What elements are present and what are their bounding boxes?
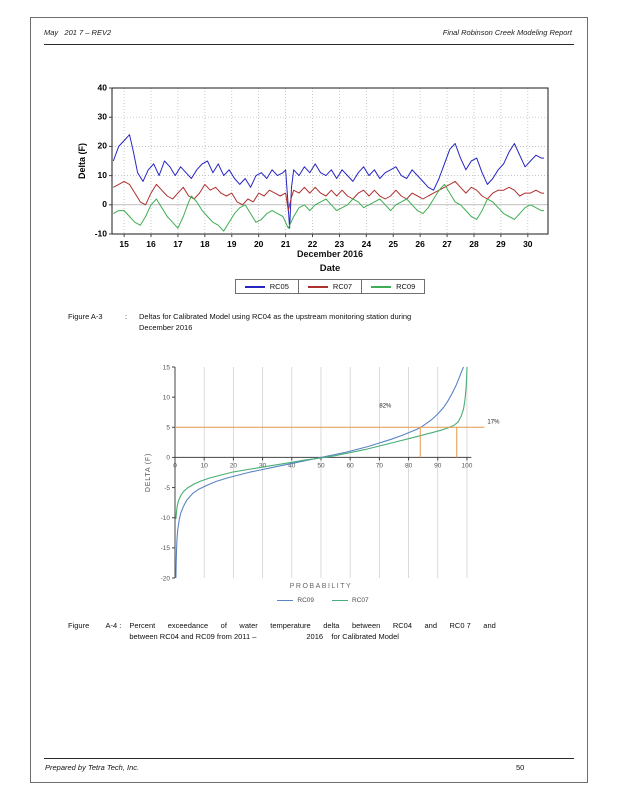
x-tick-label: 17 <box>173 239 183 249</box>
deltas-timeseries-chart: 15 16 17 18 19 20 21 22 23 24 25 26 27 28 29 30 40 30 20 10… <box>77 82 549 249</box>
series-line-RC07 <box>113 180 544 212</box>
x-tick-label: 20 <box>230 462 238 469</box>
figure-a4-label: Figure A-4 : <box>68 621 122 630</box>
header-left: May 201 7 – REV2 <box>44 28 112 37</box>
annotation-label: 17% <box>487 420 500 426</box>
page-border <box>30 17 588 783</box>
y-tick-label: 10 <box>163 394 171 401</box>
plot-frame <box>111 87 549 235</box>
x-tick-label: 27 <box>442 239 452 249</box>
x-tick-label: 18 <box>200 239 210 249</box>
series-line-RC09 <box>113 183 544 232</box>
x-tick-label: 80 <box>405 462 413 469</box>
x-tick-label: 16 <box>146 239 156 249</box>
x-tick-label: 30 <box>523 239 533 249</box>
x-tick-label: 23 <box>335 239 345 249</box>
figure-a4-text: Percent exceedance of water temperature … <box>129 621 496 641</box>
figure-a3-label: Figure A-3 <box>68 312 103 321</box>
exceedance-chart: 0 10 20 30 40 50 60 70 80 90 100151050-5-10-15-208… <box>145 364 500 590</box>
figure-a3-caption: Figure A-3 : Deltas for Calibrated Model… <box>68 311 411 333</box>
legend-label: RC09 <box>297 597 314 604</box>
legend-item-RC09: RC09 <box>277 597 314 604</box>
x-tick-label: 19 <box>227 239 237 249</box>
series-line-RC07 <box>175 366 468 519</box>
x-tick-label: 26 <box>415 239 425 249</box>
y-tick-label: 5 <box>166 425 170 432</box>
x-tick-label: 0 <box>173 462 177 469</box>
legend-item-RC09: RC09 <box>361 280 424 293</box>
figure-a3-text: Deltas for Calibrated Model using RC04 a… <box>139 312 412 332</box>
chart1-legend-row: RC05 RC07 RC09 <box>112 279 548 294</box>
footer-text: Prepared by Tetra Tech, Inc. <box>45 763 140 772</box>
legend-label: RC07 <box>332 282 353 291</box>
chart2-legend: RC09 RC07 <box>277 597 369 604</box>
y-tick-label: 30 <box>98 112 108 122</box>
legend-item-RC07: RC07 <box>332 597 369 604</box>
series-line-RC05 <box>112 134 544 229</box>
footer-rule <box>44 758 574 759</box>
x-tick-label: 24 <box>362 239 372 249</box>
x-tick-label: 100 <box>462 462 473 469</box>
y-tick-label: 0 <box>166 455 170 462</box>
x-axis-title: PROBABILITY <box>290 583 352 590</box>
legend-swatch-RC09 <box>277 599 294 602</box>
x-tick-label: 21 <box>281 239 291 249</box>
chart1-legend: RC05 RC07 RC09 <box>234 279 426 294</box>
y-tick-label: 10 <box>98 170 108 180</box>
x-tick-label: 30 <box>259 462 267 469</box>
x-tick-label: 70 <box>376 462 384 469</box>
y-axis-title: DELTA (F) <box>145 453 152 492</box>
y-axis-title: Delta (F) <box>77 143 87 179</box>
y-tick-label: -10 <box>95 228 108 238</box>
x-tick-label: 40 <box>288 462 296 469</box>
x-tick-label: 28 <box>469 239 479 249</box>
x-tick-label: 20 <box>254 239 264 249</box>
legend-swatch-RC07 <box>307 285 328 288</box>
legend-item-RC05: RC05 <box>236 280 298 293</box>
legend-swatch-RC05 <box>244 285 265 288</box>
x-tick-label: 15 <box>119 239 129 249</box>
y-tick-label: -10 <box>161 515 171 522</box>
y-tick-label: 20 <box>98 141 108 151</box>
legend-swatch-RC07 <box>332 599 348 602</box>
series-line-RC09 <box>175 366 465 579</box>
chart1-x-axis-title: Date <box>319 263 341 274</box>
x-tick-label: 25 <box>389 239 399 249</box>
figure-a3-colon: : <box>125 312 128 321</box>
x-tick-label: 60 <box>347 462 355 469</box>
header-right: Final Robinson Creek Modeling Report <box>442 28 572 37</box>
x-tick-label: 50 <box>317 462 325 469</box>
x-tick-label: 29 <box>496 239 506 249</box>
y-tick-label: -15 <box>161 545 171 552</box>
header-rule <box>44 44 574 45</box>
y-tick-label: 0 <box>102 199 107 209</box>
y-tick-label: -5 <box>164 485 170 492</box>
y-tick-label: -20 <box>161 575 171 582</box>
chart2-legend-row: RC09 RC07 <box>175 597 471 604</box>
annotation-label: 82% <box>379 403 392 409</box>
legend-label: RC07 <box>352 597 369 604</box>
legend-label: RC05 <box>269 282 289 291</box>
legend-label: RC09 <box>396 282 416 291</box>
x-tick-label: 90 <box>434 462 442 469</box>
page-number: 50 <box>516 763 525 772</box>
y-tick-label: 40 <box>98 82 108 92</box>
chart1-month-label: December 2016 <box>296 249 364 259</box>
legend-item-RC07: RC07 <box>297 280 361 293</box>
x-tick-label: 10 <box>201 462 209 469</box>
legend-swatch-RC09 <box>371 285 392 288</box>
y-tick-label: 15 <box>163 364 171 371</box>
figure-a4-caption: Figure A-4 : Percent exceedance of water… <box>68 620 496 642</box>
x-tick-label: 22 <box>308 239 318 249</box>
